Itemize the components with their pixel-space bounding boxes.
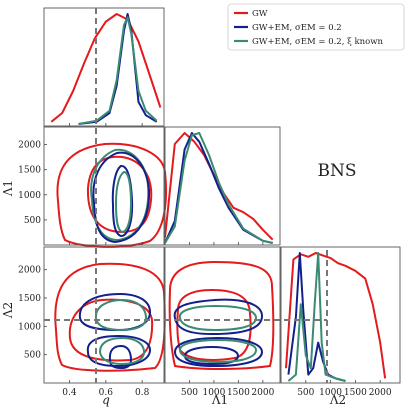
y-lambda1-tick-label: 1500 (18, 166, 41, 176)
panel-lambda1-marginal (164, 126, 281, 246)
contours-lambda1-lambda2 (168, 260, 275, 370)
em-contour-q-l2-inner (108, 344, 133, 370)
panel-q-lambda2 (43, 246, 165, 384)
x-lambda1-tick-label: 1500 (227, 388, 250, 398)
gw-marginal-lambda2 (285, 252, 387, 379)
legend: GW GW+EM, σEM = 0.2 GW+EM, σEM = 0.2, ξ … (227, 3, 405, 51)
x-axis-label-q: q (102, 393, 110, 407)
x-lambda2-tick-label: 500 (297, 388, 314, 398)
legend-label-em: GW+EM, σEM = 0.2 (252, 23, 342, 33)
x-lambda2-tick-label: 2000 (369, 388, 392, 398)
x-lambda1-tick-label: 1000 (202, 388, 225, 398)
x-q-tick-label: 0.4 (62, 388, 77, 398)
panel-q-lambda1 (43, 126, 165, 246)
x-q-tick-label: 0.6 (99, 388, 114, 398)
panel-frames (43, 7, 401, 384)
legend-label-emknown: GW+EM, σEM = 0.2, ξ known (252, 37, 384, 47)
y-lambda1-tick-label: 2000 (18, 141, 41, 151)
contours-q-lambda2 (54, 262, 166, 372)
contours-q-lambda1 (56, 142, 168, 248)
em-contour-inner (111, 165, 134, 238)
y-axis-label-lambda2: Λ2 (1, 302, 15, 319)
legend-label-gw: GW (252, 9, 268, 19)
y-lambda2-tick-label: 500 (24, 351, 41, 361)
emknown-contour-l1-l2-lower (178, 338, 258, 364)
emknown-contour-q-l2-lower (98, 336, 146, 366)
x-lambda2-tick-label: 1000 (319, 388, 342, 398)
panel-lambda2-marginal (280, 246, 401, 384)
y-axis-label-lambda1: Λ1 (1, 180, 15, 197)
em-contour-q-l2-outer (78, 292, 152, 332)
y-lambda1-tick-label: 500 (24, 216, 41, 226)
x-q-tick-label: 0.8 (135, 388, 150, 398)
x-axis-label-lambda1: Λ1 (211, 393, 228, 407)
bns-label: BNS (317, 161, 356, 181)
em-contour-outer (92, 151, 151, 244)
joint-contours (54, 142, 275, 372)
emknown-marginal-lambda2 (287, 252, 346, 382)
panel-q-marginal (43, 7, 165, 127)
em-contour-l1-l2-outer (173, 298, 264, 336)
y-lambda2-tick-label: 2000 (18, 266, 41, 276)
y-lambda2-tick-label: 1500 (18, 294, 41, 304)
emknown-marginal-q (78, 16, 158, 125)
gw-contour-l1-l2-outer (168, 260, 275, 370)
y-lambda2-tick-label: 1000 (18, 322, 41, 332)
emknown-marginal-lambda1 (164, 132, 273, 244)
emknown-contour-inner (114, 170, 133, 234)
y-lambda1-tick-label: 1000 (18, 191, 41, 201)
em-contour-l1-l2-inner (183, 345, 240, 366)
legend-box (227, 3, 405, 51)
em-contour-q-l2-lower (86, 334, 152, 368)
em-contour-l1-l2-lower (173, 336, 264, 368)
x-lambda1-tick-label: 2000 (251, 388, 274, 398)
x-axis-label-lambda2: Λ2 (329, 393, 346, 407)
x-lambda1-tick-label: 500 (181, 388, 198, 398)
panel-lambda1-lambda2 (164, 246, 281, 384)
gw-marginal-q (50, 13, 162, 123)
axis-ticks: 0.4 0.6 0.8 500 1000 1500 2000 500 1000 1500 20005… (18, 123, 392, 398)
emknown-contour-l1-l2-upper (178, 304, 258, 332)
x-lambda2-tick-label: 1500 (344, 388, 367, 398)
marginal-curves (50, 13, 387, 382)
emknown-contour-q-l2-upper (94, 298, 148, 332)
gw-contour-q-l2-inner (68, 298, 154, 362)
